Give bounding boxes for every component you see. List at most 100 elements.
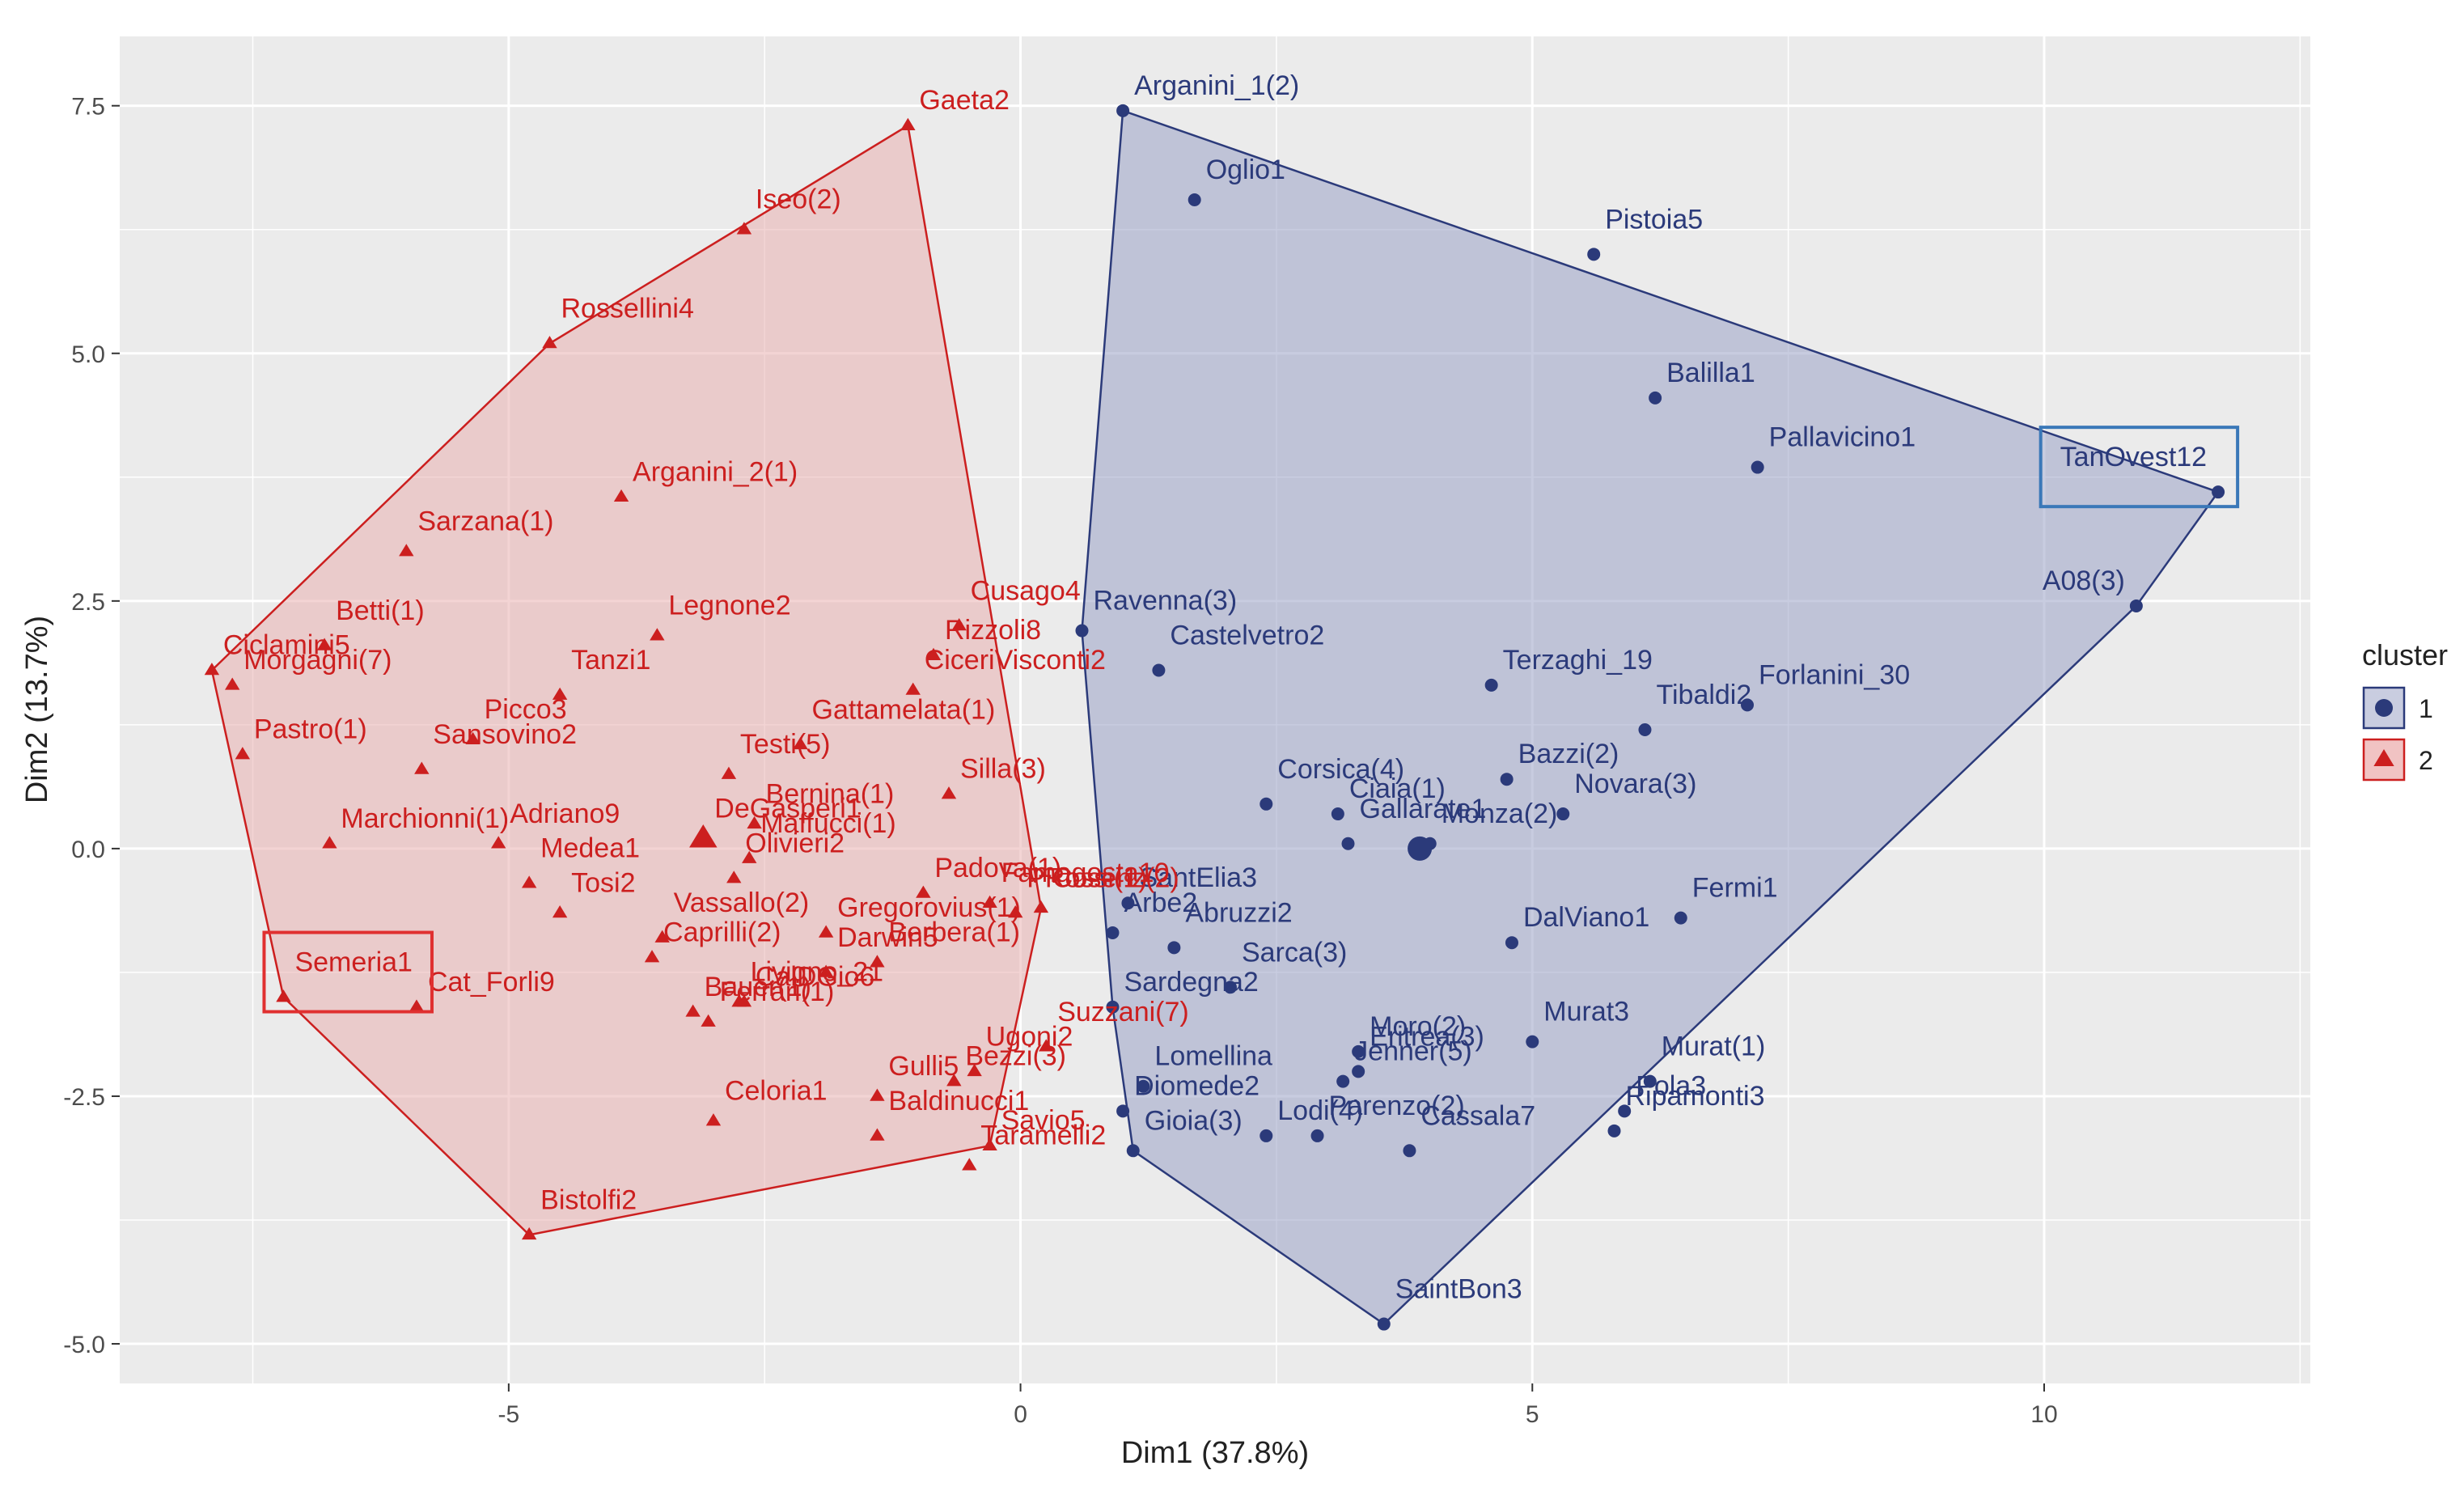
point-label-gaeta2: Gaeta2 (919, 85, 1010, 116)
point-sardegna2 (1106, 1000, 1120, 1014)
point-label-iseo-2: Iseo(2) (756, 184, 841, 215)
point-label-darwin5: Darwin5 (837, 922, 938, 953)
y-axis-title: Dim2 (13.7%) (20, 616, 54, 803)
y-tick-label: 2.5 (71, 589, 105, 616)
point-label-terzaghi-19: Terzaghi_19 (1503, 645, 1653, 676)
point-bernina-1 (747, 816, 762, 829)
point-label-monza-2: Monza(2) (1442, 799, 1558, 829)
point-label-pistoia5: Pistoia5 (1605, 204, 1703, 235)
point-baldinucci1 (870, 1128, 885, 1141)
point-adriano9 (491, 836, 506, 849)
point-moro-2 (1352, 1044, 1365, 1058)
point-morgagni-7 (224, 677, 240, 690)
point-label-arganini-1-2: Arganini_1(2) (1134, 70, 1299, 101)
point-label-ugoni2: Ugoni2 (986, 1021, 1073, 1052)
point-label-bistolfi2: Bistolfi2 (540, 1184, 637, 1215)
point-label-ferrari-1: Ferrari(1) (720, 977, 835, 1007)
point-cicerivisconti2 (905, 682, 921, 695)
point-label-gregorovius-1: Gregorovius(1) (837, 892, 1021, 923)
point-label-maffucci-1: Maffucci(1) (760, 808, 896, 839)
point-label-sarca-3: Sarca(3) (1242, 937, 1347, 968)
point-label-testi-5: Testi(5) (740, 729, 830, 760)
point-label-tanovest12: TanOvest12 (2060, 442, 2207, 472)
legend-label-1: 1 (2419, 694, 2433, 723)
point-label-saintbon3: SaintBon3 (1395, 1274, 1522, 1305)
point-rossellini4 (542, 336, 557, 349)
point-label-murat3: Murat3 (1543, 997, 1629, 1027)
point-bazzi-2 (1500, 773, 1514, 786)
x-tick-label: -5 (498, 1401, 520, 1428)
point-arbe2 (1106, 926, 1120, 939)
point-label-lodi-4: Lodi(4) (1277, 1095, 1363, 1126)
point-gregorovius-1 (818, 925, 834, 938)
point-label-ciclamini5: Ciclamini5 (223, 630, 350, 661)
point-label-sardegna2: Sardegna2 (1124, 967, 1258, 998)
point-gallarate1 (1341, 837, 1355, 850)
centroid-cluster-1 (1408, 836, 1433, 861)
point-label-morgagni-7: Morgagni(7) (243, 645, 392, 676)
point-gaeta2 (900, 117, 916, 130)
point-label-cosenz-2: Cosenz(2) (1052, 862, 1179, 893)
point-fermi1 (1674, 911, 1687, 925)
x-tick-label: 0 (1014, 1401, 1027, 1428)
point-olivieri2 (726, 871, 742, 883)
point-label-bazzi-2: Bazzi(2) (1518, 739, 1619, 769)
highlight-boxes (262, 426, 2240, 1014)
point-bauer-1 (685, 1004, 701, 1017)
point-label-padova-1: Padova(1) (934, 853, 1061, 883)
point-tibaldi2 (1638, 722, 1652, 736)
point-bezzi-3 (946, 1074, 962, 1087)
point-label-livigno-21: Livigno_21 (751, 957, 883, 988)
point-darwin5 (818, 964, 834, 977)
point-cassala7 (1403, 1144, 1416, 1158)
point-picco3 (465, 731, 481, 745)
point-label-legnone2: Legnone2 (668, 591, 790, 621)
point-gulli5 (870, 1088, 885, 1101)
legend-marker-2 (2373, 749, 2394, 766)
point-label-baldinucci1: Baldinucci1 (888, 1086, 1029, 1116)
point-eritrea-3 (1352, 1065, 1365, 1078)
point-label-bezzi-3: Bezzi(3) (965, 1041, 1066, 1072)
point-pallavicino1 (1751, 460, 1764, 474)
point-label-cusago4: Cusago4 (971, 575, 1081, 606)
point-ciaia-1 (1331, 807, 1344, 821)
point-savio5 (982, 1137, 997, 1150)
point-padova-1 (916, 885, 931, 898)
point-diomede2 (1116, 1104, 1130, 1118)
point-ugoni2 (967, 1063, 982, 1077)
point-label-pola3: Pola3 (1636, 1070, 1706, 1101)
point-prossi-1 (1008, 905, 1023, 918)
point-label-forlanini-30: Forlanini_30 (1759, 659, 1910, 690)
point-label-bauer-1: Bauer(1) (705, 972, 811, 1002)
point-label-adriano9: Adriano9 (510, 799, 620, 829)
point-rizzoli8 (925, 647, 942, 660)
point-label-tibaldi2: Tibaldi2 (1656, 680, 1751, 710)
point-corsica-4 (1260, 797, 1273, 811)
point-oglio1 (1188, 193, 1201, 207)
point-cat-forli9 (409, 999, 425, 1012)
point-lodi-4 (1260, 1129, 1273, 1142)
point-berbera-1 (870, 955, 885, 968)
point-santelia3 (1121, 896, 1135, 910)
point-label-a08-3: A08(3) (2043, 566, 2125, 596)
legend: cluster 12 (2362, 638, 2448, 782)
point-testi-5 (721, 766, 737, 779)
point-label-ciaia-1: Ciaia(1) (1349, 773, 1446, 804)
x-axis-title: Dim1 (37.8%) (1121, 1436, 1309, 1470)
point-label-semeria1: Semeria1 (294, 947, 413, 978)
point-label-abruzzi2: Abruzzi2 (1185, 897, 1292, 928)
point-dalviano1 (1505, 936, 1518, 950)
axes: -5 0 5 10 -5.0 -2.5 0.0 2.5 5.0 7.5 (63, 94, 2057, 1428)
point-semeria1 (276, 989, 291, 1002)
point-label-castelvetro2: Castelvetro2 (1170, 621, 1324, 651)
legend-marker-1 (2375, 699, 2393, 717)
point-marchionni-1 (322, 836, 337, 849)
point-label-marchionni-1: Marchionni(1) (341, 803, 509, 834)
point-betti-1 (316, 638, 332, 650)
point-famagosta10 (982, 895, 997, 909)
point-label-tanzi1: Tanzi1 (571, 645, 650, 676)
point-label-arganini-2-1: Arganini_2(1) (633, 456, 798, 487)
point-sansovino2 (414, 761, 430, 774)
